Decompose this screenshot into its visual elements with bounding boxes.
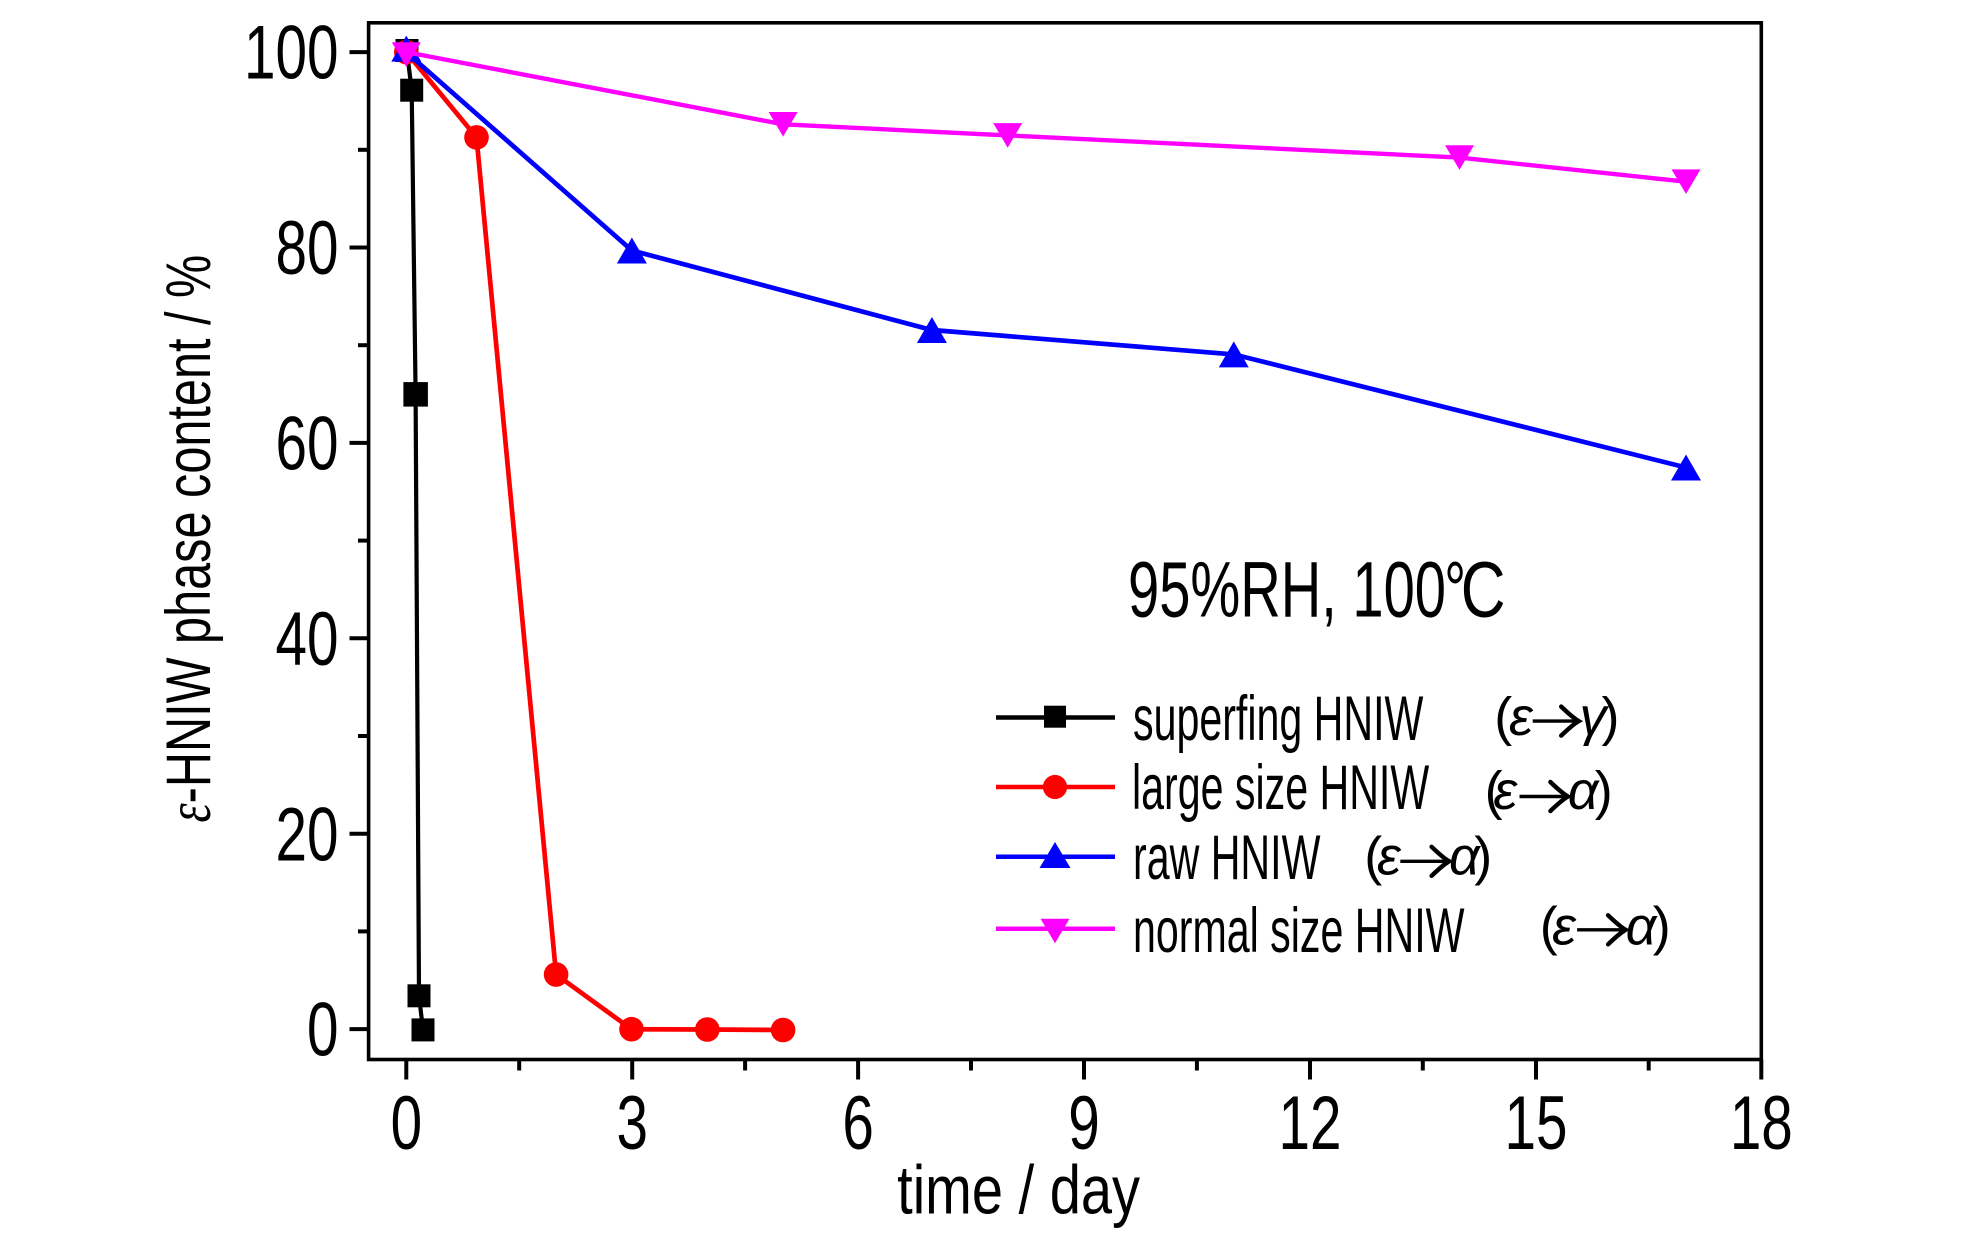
svg-text:(: (	[1494, 687, 1512, 747]
svg-text:ε: ε	[1552, 897, 1577, 957]
svg-text:40: 40	[276, 597, 339, 682]
svg-text:18: 18	[1730, 1081, 1793, 1166]
svg-text:superfing HNIW: superfing HNIW	[1133, 684, 1424, 754]
svg-text:large size HNIW: large size HNIW	[1132, 753, 1430, 823]
svg-text:α: α	[1626, 897, 1659, 957]
svg-text:time / day: time / day	[897, 1152, 1140, 1228]
svg-text:°: °	[1444, 547, 1466, 634]
svg-text:60: 60	[276, 401, 339, 486]
svg-text:(: (	[1364, 827, 1382, 887]
svg-text:γ: γ	[1580, 687, 1610, 747]
svg-text:normal size HNIW: normal size HNIW	[1133, 896, 1465, 966]
svg-text:20: 20	[276, 792, 339, 877]
svg-text:95%RH, 100: 95%RH, 100	[1128, 545, 1446, 634]
svg-text:): )	[1602, 687, 1620, 747]
svg-text:6: 6	[842, 1081, 873, 1166]
svg-text:): )	[1595, 761, 1613, 821]
svg-text:raw HNIW: raw HNIW	[1133, 823, 1321, 893]
svg-text:ε: ε	[1493, 761, 1518, 821]
svg-text:9: 9	[1068, 1081, 1099, 1166]
svg-text:(: (	[1540, 897, 1558, 957]
svg-text:ε: ε	[1509, 687, 1534, 747]
svg-text:(: (	[1485, 761, 1503, 821]
svg-text:ε: ε	[1377, 827, 1402, 887]
svg-text:0: 0	[391, 1081, 422, 1166]
svg-text:0: 0	[307, 988, 338, 1073]
svg-text:3: 3	[616, 1081, 647, 1166]
svg-text:): )	[1653, 897, 1671, 957]
svg-text:): )	[1474, 827, 1492, 887]
svg-text:C: C	[1461, 545, 1506, 633]
svg-text:12: 12	[1279, 1081, 1342, 1166]
svg-text:α: α	[1449, 827, 1482, 887]
svg-text:80: 80	[276, 206, 339, 291]
svg-text:α: α	[1568, 761, 1601, 821]
svg-text:15: 15	[1505, 1081, 1568, 1166]
svg-text:ε-HNIW phase content / %: ε-HNIW phase content / %	[153, 255, 225, 823]
svg-text:100: 100	[244, 11, 338, 96]
